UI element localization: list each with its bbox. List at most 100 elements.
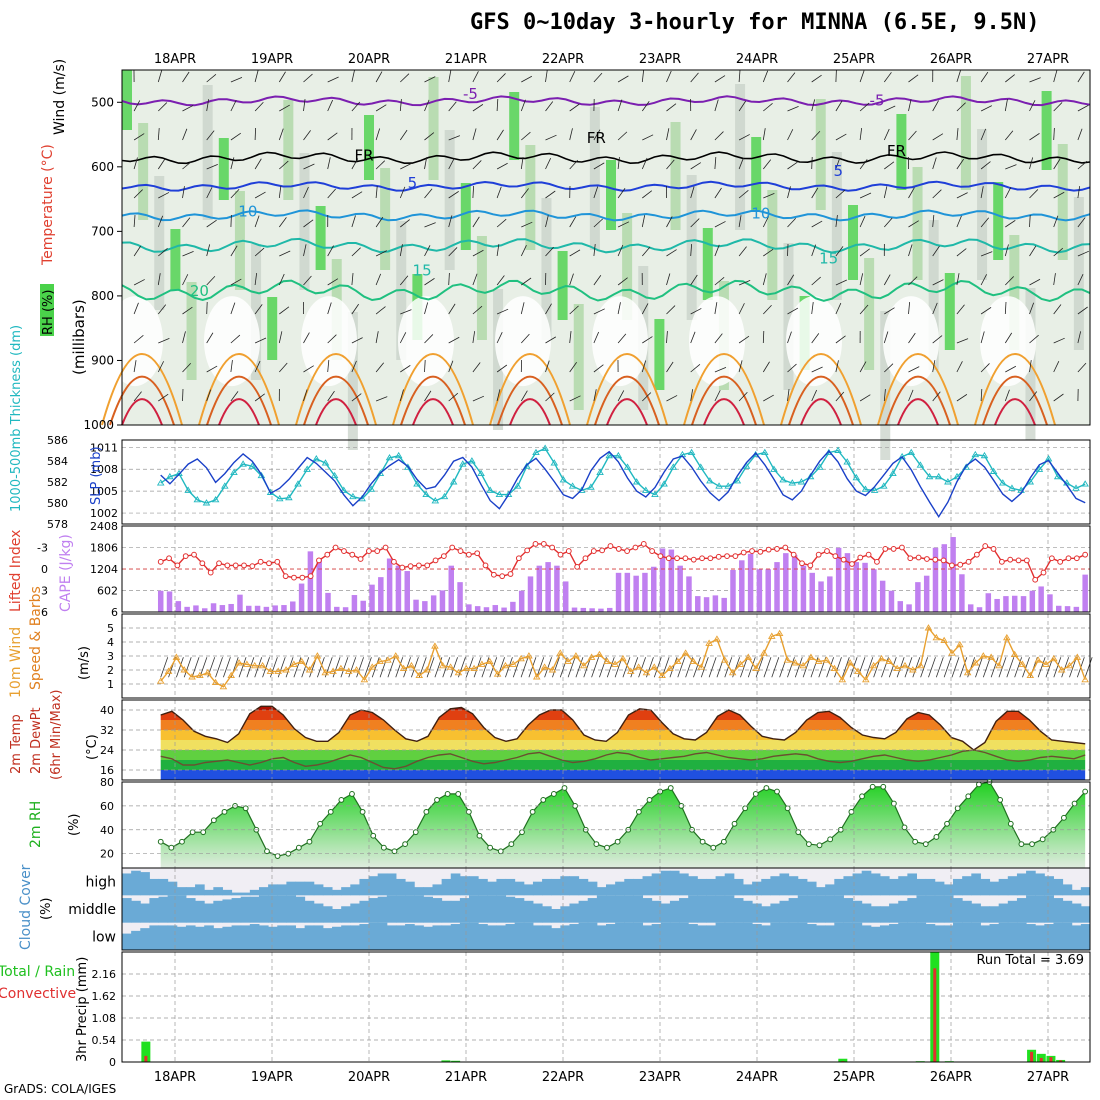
cloud-bar [889,878,899,896]
wind-barb [859,248,870,257]
li-tick-label: 0 [41,563,48,576]
cloud-bar [341,925,351,950]
li-point [590,548,597,554]
li-tick-label: 3 [41,585,48,598]
li-point [824,548,830,554]
cloud-bar [825,884,835,896]
wind-barb [593,274,602,286]
precip-tick-label: 0 [109,1056,116,1069]
rh-point [529,808,536,815]
wind-barb [593,244,596,257]
cloud-bar [925,878,936,896]
wind-barb [157,273,161,286]
wind-barb [666,249,677,257]
cloud-bar [505,896,516,923]
cloud-bar [386,895,397,923]
thickness-point [541,444,549,451]
cape-bar [747,553,754,612]
surface-wind-barb [371,657,380,678]
wind-barb [303,219,314,228]
cape-bar [835,547,842,612]
cloud-bar [222,899,233,923]
cloud-bar [322,928,333,950]
cloud-bar [1053,878,1064,896]
chart-title: GFS 0~10day 3-hourly for MINNA (6.5E, 9.… [470,10,1040,35]
wind-barb [811,220,823,228]
rh-tick-label: 40 [100,824,114,837]
thickness-frame [121,439,1091,525]
wind-barb [1077,362,1087,373]
wind-speed-point [431,642,439,649]
surface-wind-barb [387,657,396,678]
cloud-bar [953,878,963,896]
li-point [865,551,872,558]
cloud-bar [560,876,570,896]
cloud-bar [450,900,461,923]
wind-speed-point [713,635,721,642]
contour-label: 5 [408,174,418,192]
cloud-bar [925,924,936,950]
wind-barb [230,77,243,83]
cape-bar [272,605,278,612]
cloud-bar [980,906,991,923]
wind-speed-point [438,661,447,669]
wind-barb [908,99,912,112]
wind-barb [327,390,335,402]
cloud-bar [185,887,196,896]
wind-barb [569,249,581,257]
wind-barb [1053,70,1058,83]
wind-barb [1053,304,1062,315]
cloud-bar [980,925,991,950]
wind-speed-point [948,649,956,656]
surface-wind-barb [982,657,991,678]
li-point [332,544,339,551]
wind-barb [908,302,911,315]
precip-tick-label: 2.16 [92,968,117,981]
temperature-contour-30 [885,375,951,426]
surface-wind-barb [411,657,419,678]
surface-wind-barb [826,657,835,678]
li-point [457,548,464,554]
cloud-bar [459,922,470,950]
cloud-bar [176,895,187,923]
cloud-bar [432,898,443,923]
wind-barb [1053,102,1063,112]
cape-bar [695,596,701,612]
cape-bar [351,595,358,612]
cloud-bar [642,925,653,950]
li-point [982,543,989,549]
wind-barb [1077,217,1086,228]
cloud-bar [304,881,315,896]
cloud-bar [131,870,141,896]
wind-barb [617,131,628,141]
wind-barb [375,71,383,83]
thickness-point [385,453,394,461]
wind-barb [230,245,238,257]
wind-barb [690,274,698,286]
cloud-bar [551,928,561,950]
precip-convective-legend: Convective [0,986,76,1002]
cape-bar [536,565,543,612]
cloud-bar [149,878,160,896]
wind-barb [351,247,361,257]
wind-barb [400,73,410,83]
rh-point [402,841,409,848]
dry-pocket [301,296,357,387]
wind-barb [666,128,670,141]
temp-band [160,720,1086,730]
li-point [757,548,764,555]
contour-label: -5 [463,85,478,103]
cloud-bar [441,925,452,950]
cloud-bar [642,876,653,896]
rh-point [157,838,164,845]
wind-speed-point [971,659,980,666]
cape-bar [932,547,939,612]
cloud-bar [386,925,397,950]
cloud-bar [204,925,214,950]
thickness-point [486,486,495,493]
cloud-bar [469,876,479,896]
wind-speed-point [744,653,753,660]
thickness-point [468,457,476,464]
li-point [907,555,914,562]
